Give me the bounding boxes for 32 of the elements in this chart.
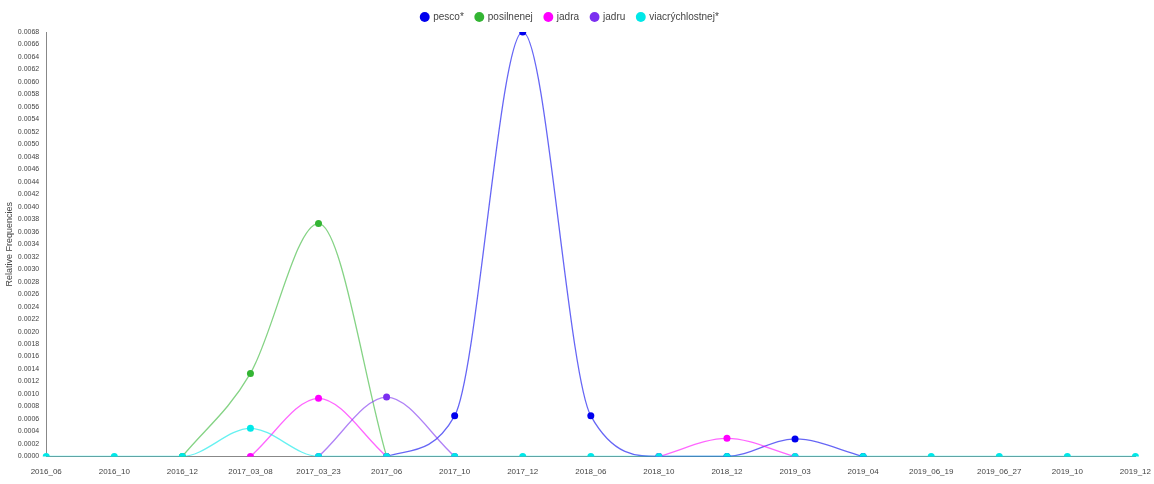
legend-label: jadru	[602, 10, 626, 22]
x-tick-label: 2016_06	[30, 467, 63, 477]
point	[246, 369, 254, 377]
x-tick-label: 2019_04	[847, 467, 880, 477]
point	[315, 394, 323, 402]
x-tick-label: 2019_06_27	[977, 467, 1023, 477]
legend-label: jadra	[555, 10, 580, 22]
x-tick-label: 2017_06	[371, 467, 403, 477]
legend-label: viacrýchlostnej*	[649, 10, 719, 22]
x-tick-label: 2019_12	[1119, 467, 1152, 477]
point	[587, 412, 595, 420]
x-tick-label: 2018_12	[711, 467, 744, 477]
point	[791, 435, 799, 443]
point	[723, 434, 731, 442]
x-tick-label: 2017_10	[439, 467, 471, 477]
x-tick-label: 2016_10	[98, 467, 131, 477]
x-tick-label: 2019_10	[1051, 467, 1084, 477]
x-tick-label: 2017_12	[507, 467, 539, 477]
point	[451, 412, 459, 420]
x-tick-label: 2017_03_08	[228, 467, 274, 477]
x-tick-label: 2018_10	[643, 467, 676, 477]
legend-label: pesco*	[433, 10, 464, 22]
x-tick-label: 2017_03_23	[296, 467, 342, 477]
legend-label: posilnenej	[487, 10, 533, 22]
x-tick-label: 2018_06	[575, 467, 607, 477]
y-axis-title: Relative Frequencies	[3, 201, 14, 287]
x-tick-label: 2019_03	[779, 467, 812, 477]
x-tick-label: 2019_06_19	[908, 467, 954, 477]
point	[315, 220, 323, 228]
x-tick-label: 2016_12	[166, 467, 199, 477]
point	[383, 393, 391, 401]
point	[246, 424, 254, 432]
